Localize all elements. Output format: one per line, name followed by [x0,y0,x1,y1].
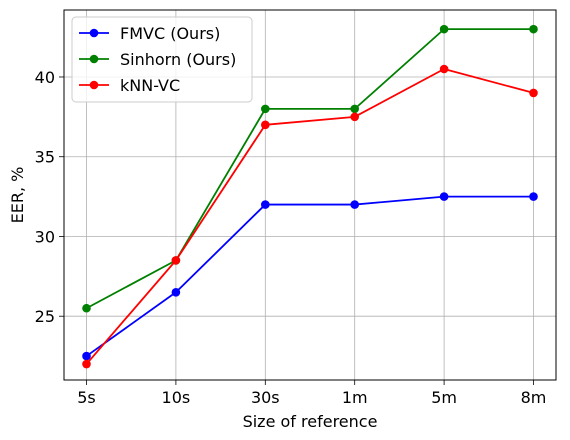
x-tick-label: 5s [77,388,96,407]
legend-item: kNN-VC [79,76,180,95]
x-tick-label: 5m [431,388,457,407]
y-axis-label: EER, % [8,167,27,224]
y-tick-label: 35 [35,148,55,167]
data-point [82,359,91,369]
x-axis: 5s 10s 30s 1m 5m 8m [77,380,546,407]
data-point [350,200,360,209]
data-point [529,24,538,34]
legend-label: kNN-VC [120,76,180,95]
data-point [261,120,270,130]
x-axis-label: Size of reference [243,412,378,431]
legend-label: Sinhorn (Ours) [120,50,236,69]
x-tick-label: 1m [342,388,368,407]
legend-label: FMVC (Ours) [120,24,220,43]
y-tick-label: 30 [35,227,55,246]
legend-item: FMVC (Ours) [79,24,220,43]
series-line [85,68,534,365]
data-point [82,303,91,313]
data-point [171,287,181,297]
legend-swatch-marker [89,54,99,64]
data-point [82,351,91,361]
legend-box [71,16,253,103]
data-point [261,200,270,209]
plot-frame [63,9,557,381]
data-point [171,256,181,265]
legend-swatch-marker [89,80,99,90]
y-axis: 25 30 35 40 [35,68,64,326]
x-tick-label: 8m [521,388,547,407]
data-point [350,112,360,122]
series-line [86,28,534,310]
data-point [529,192,538,201]
data-point [261,104,270,114]
x-tick-label: 10s [162,388,191,407]
legend-swatch-marker [89,28,99,38]
y-tick-label: 25 [35,307,55,326]
series-0 [82,192,538,361]
data-point [439,24,449,34]
data-point [439,192,449,201]
series-2 [82,64,538,369]
y-tick-label: 40 [35,68,55,87]
series-line [85,195,534,357]
data-point [439,64,449,74]
legend-item: Sinhorn (Ours) [79,50,236,69]
data-point [350,104,360,114]
legend: FMVC (Ours) Sinhorn (Ours) kNN-VC [71,16,253,103]
series-layer [82,24,538,369]
x-tick-label: 30s [251,388,280,407]
data-point [529,88,538,98]
